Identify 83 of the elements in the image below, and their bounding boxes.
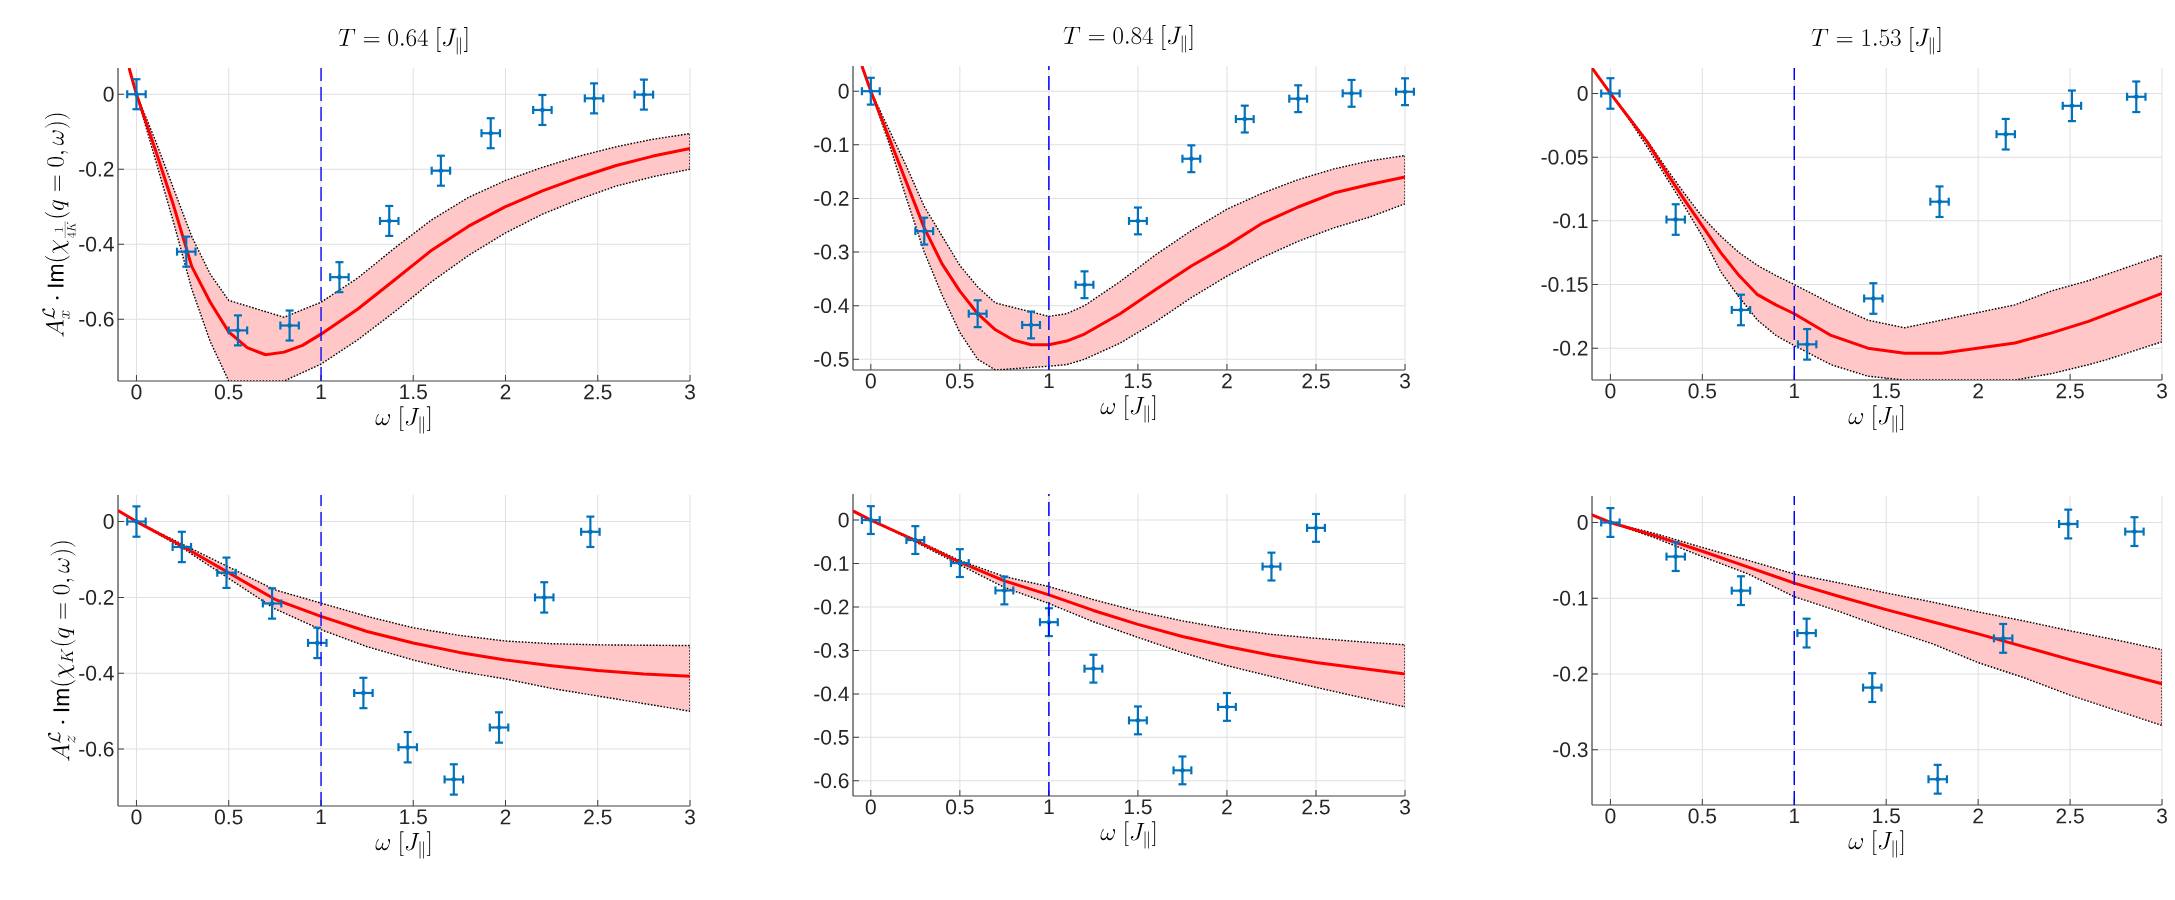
x-tick-label: 3 (684, 809, 695, 825)
x-tick-label: 1.5 (400, 809, 427, 825)
y-axis-title: $A^{\mathcal{L}}_{x} \cdot \mathrm{Im}(\chi_{\frac{1}{4K}}(q=0,\omega))$ (42, 113, 76, 337)
y-tick-label: 0 (1577, 86, 1588, 101)
x-tick-label: 3 (2156, 808, 2167, 824)
x-tick-label: 1 (1790, 383, 1800, 398)
x-tick-label: 1.5 (1873, 383, 1900, 399)
x-tick-label: 2.5 (2056, 808, 2084, 824)
x-tick-label: 1.5 (1124, 799, 1152, 815)
y-tick-label: -0.15 (1541, 277, 1588, 292)
x-tick-label: 3 (1399, 373, 1410, 389)
x-tick-label: 0.5 (946, 373, 974, 389)
y-tick-label: -0.2 (79, 589, 114, 605)
x-axis-title: $\omega\ [J_{\parallel}]$ (1100, 395, 1156, 423)
x-tick-label: 0.5 (946, 799, 974, 815)
x-tick-label: 1 (1044, 799, 1054, 814)
x-tick-label: 0.5 (214, 384, 243, 400)
x-tick-label: 1 (1790, 808, 1800, 823)
y-tick-label: -0.5 (814, 351, 849, 367)
y-tick-label: 0 (838, 512, 849, 528)
x-tick-label: 2.5 (1302, 799, 1330, 815)
y-tick-label: -0.2 (1553, 666, 1588, 682)
x-tick-label: 0 (1605, 383, 1616, 399)
x-tick-label: 1.5 (1124, 373, 1152, 389)
chart-title: $T = 0.64\ [J_{\parallel}]$ (338, 27, 468, 55)
x-tick-label: 2 (500, 809, 511, 825)
x-tick-label: 2 (1973, 383, 1983, 399)
y-tick-label: -0.1 (814, 137, 849, 153)
x-tick-label: 0 (865, 799, 876, 815)
y-tick-label: -0.2 (814, 599, 849, 615)
x-tick-label: 3 (1399, 799, 1410, 815)
x-tick-label: 0 (131, 384, 142, 400)
x-tick-label: 2 (1973, 808, 1983, 824)
x-tick-label: 0 (1605, 808, 1616, 824)
x-tick-label: 0 (865, 373, 876, 389)
y-tick-label: -0.2 (79, 161, 114, 177)
y-tick-label: -0.1 (814, 556, 849, 571)
y-tick-label: -0.3 (814, 244, 849, 260)
y-tick-label: -0.3 (814, 643, 849, 658)
x-axis-title: $\omega\ [J_{\parallel}]$ (375, 406, 431, 434)
y-tick-label: 0 (103, 86, 114, 102)
chart-title: $T = 0.84\ [J_{\parallel}]$ (1063, 25, 1193, 53)
x-tick-label: 0.5 (214, 809, 243, 825)
y-tick-label: -0.1 (1553, 590, 1588, 606)
x-tick-label: 2 (1222, 799, 1232, 815)
x-tick-label: 2 (1222, 373, 1232, 389)
y-tick-label: -0.4 (814, 298, 849, 314)
y-tick-label: -0.5 (814, 729, 849, 745)
y-tick-label: -0.2 (1553, 340, 1588, 356)
x-tick-label: 1 (1044, 373, 1054, 388)
y-tick-label: -0.6 (79, 311, 114, 327)
x-axis-title: $\omega\ [J_{\parallel}]$ (375, 831, 431, 859)
x-tick-label: 1 (316, 384, 326, 399)
x-tick-label: 0.5 (1688, 383, 1717, 399)
y-tick-label: -0.05 (1541, 149, 1588, 165)
y-tick-label: -0.2 (814, 190, 849, 206)
y-tick-label: -0.4 (79, 236, 114, 252)
x-tick-label: 2.5 (584, 809, 612, 825)
y-tick-label: -0.1 (1553, 213, 1588, 229)
x-tick-label: 2.5 (584, 384, 612, 400)
x-tick-label: 3 (2156, 383, 2167, 399)
y-tick-label: 0 (103, 514, 114, 529)
x-tick-label: 3 (684, 384, 695, 400)
x-tick-label: 1.5 (1873, 808, 1900, 824)
y-tick-label: 0 (1577, 515, 1588, 530)
x-tick-label: 2.5 (1302, 373, 1330, 389)
x-tick-label: 1 (316, 809, 326, 824)
x-axis-title: $\omega\ [J_{\parallel}]$ (1848, 405, 1904, 433)
y-tick-label: -0.4 (79, 665, 114, 681)
x-tick-label: 2.5 (2056, 383, 2084, 399)
y-tick-label: -0.4 (814, 686, 849, 702)
x-tick-label: 1.5 (400, 384, 427, 400)
x-tick-label: 0.5 (1688, 808, 1717, 824)
x-axis-title: $\omega\ [J_{\parallel}]$ (1848, 830, 1904, 858)
y-tick-label: -0.3 (1553, 742, 1588, 758)
y-tick-label: -0.6 (814, 773, 849, 789)
x-tick-label: 2 (500, 384, 511, 400)
x-axis-title: $\omega\ [J_{\parallel}]$ (1100, 821, 1156, 849)
y-axis-title: $A^{\mathcal{L}}_{z} \cdot \mathrm{Im}(\chi_{K}(q=0,\omega))$ (48, 541, 76, 761)
y-tick-label: -0.6 (79, 741, 114, 757)
chart-title: $T = 1.53\ [J_{\parallel}]$ (1811, 27, 1941, 55)
x-tick-label: 0 (131, 809, 142, 825)
y-tick-label: 0 (838, 83, 849, 99)
